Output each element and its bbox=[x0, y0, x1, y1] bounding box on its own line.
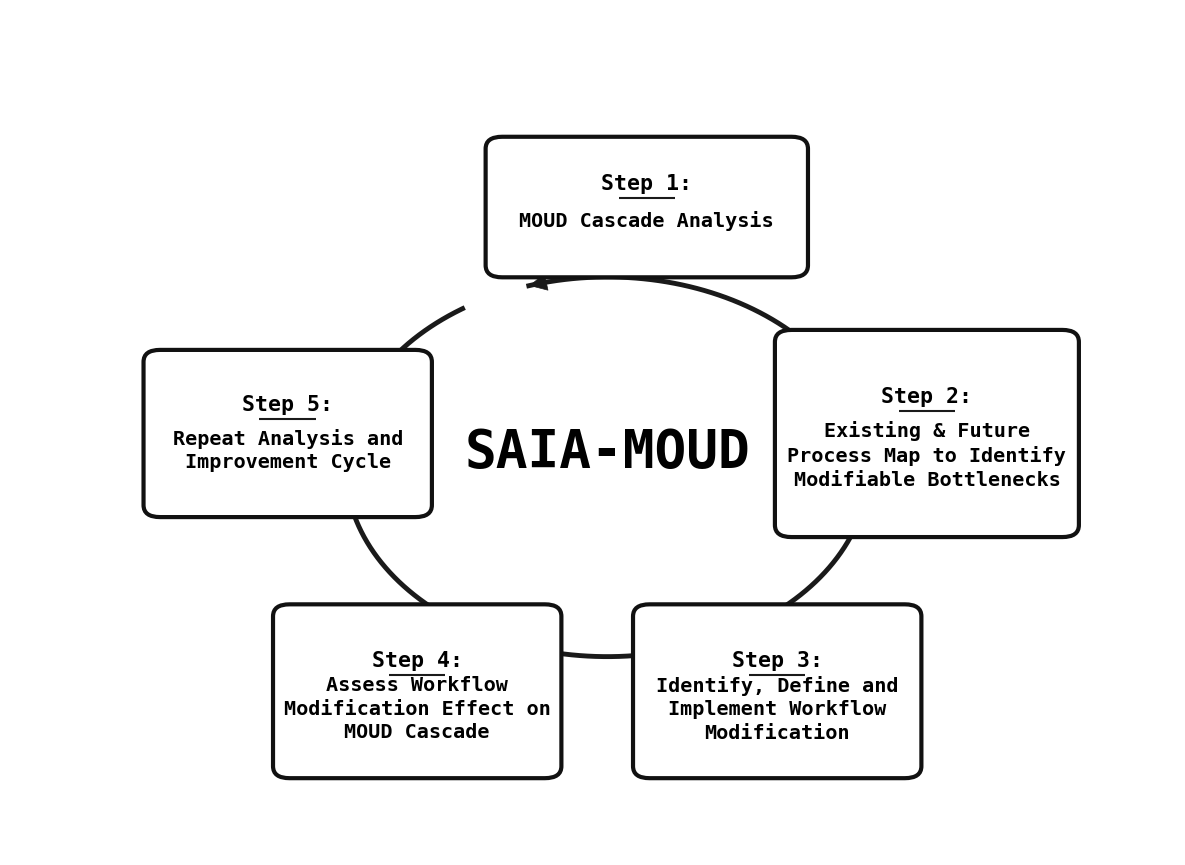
Text: SAIA-MOUD: SAIA-MOUD bbox=[465, 427, 750, 479]
FancyBboxPatch shape bbox=[486, 137, 808, 278]
Text: Existing & Future
Process Map to Identify
Modifiable Bottlenecks: Existing & Future Process Map to Identif… bbox=[788, 421, 1066, 490]
FancyBboxPatch shape bbox=[775, 330, 1078, 537]
Text: Step 3:: Step 3: bbox=[731, 651, 822, 671]
FancyBboxPatch shape bbox=[633, 605, 922, 778]
Text: MOUD Cascade Analysis: MOUD Cascade Analysis bbox=[519, 211, 774, 231]
Text: Repeat Analysis and
Improvement Cycle: Repeat Analysis and Improvement Cycle bbox=[173, 429, 403, 472]
Text: Step 1:: Step 1: bbox=[601, 174, 692, 194]
FancyBboxPatch shape bbox=[273, 605, 562, 778]
Text: Step 2:: Step 2: bbox=[882, 387, 973, 407]
Text: Identify, Define and
Implement Workflow
Modification: Identify, Define and Implement Workflow … bbox=[656, 676, 898, 743]
Text: Step 4:: Step 4: bbox=[372, 651, 462, 671]
Text: Step 5:: Step 5: bbox=[242, 394, 333, 415]
Text: Assess Workflow
Modification Effect on
MOUD Cascade: Assess Workflow Modification Effect on M… bbox=[284, 676, 551, 742]
FancyBboxPatch shape bbox=[143, 350, 431, 517]
